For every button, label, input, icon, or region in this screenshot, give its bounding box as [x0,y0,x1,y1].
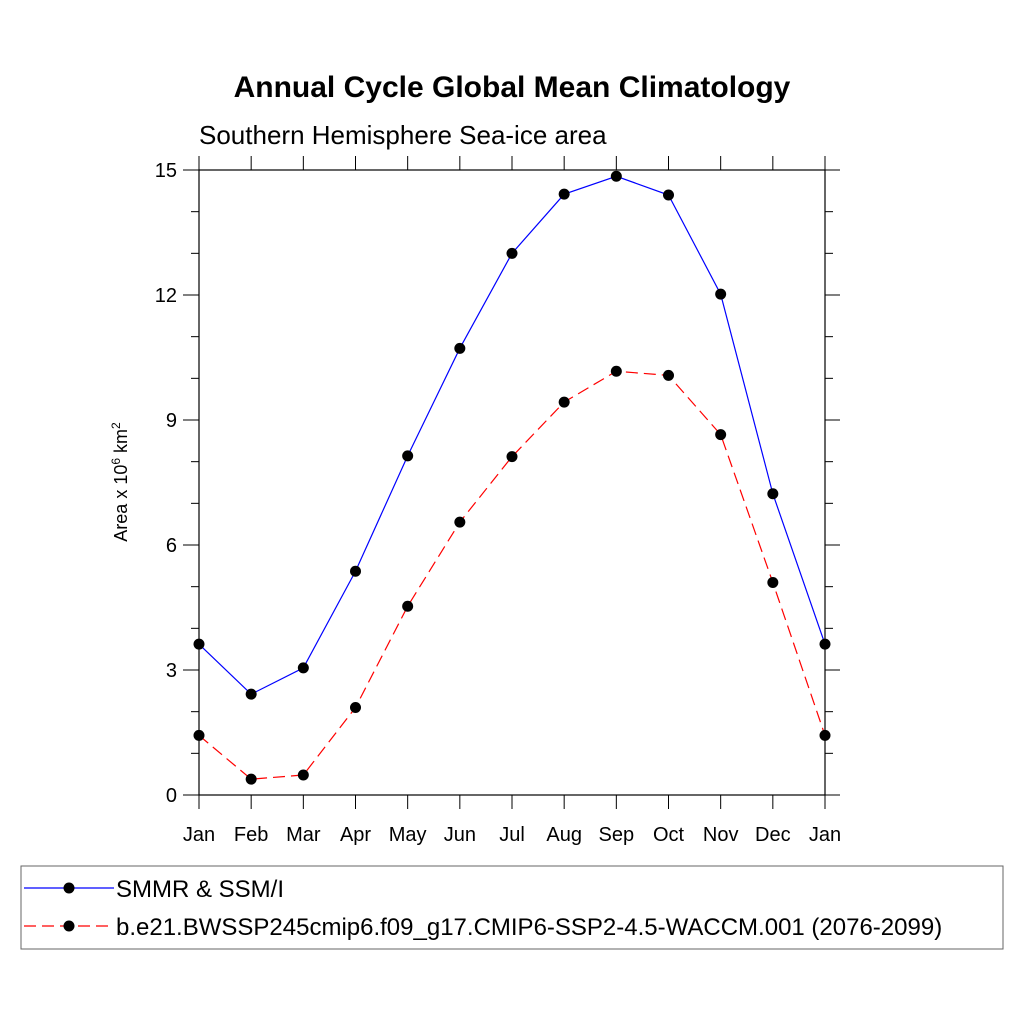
y-axis-tick-labels: 0 3 6 9 12 15 [155,160,177,807]
data-point-1 [767,577,779,588]
data-point-0 [193,638,205,650]
axis-ticks [183,156,840,809]
x-tick-label: Mar [286,824,321,846]
x-tick-label: Jan [809,824,841,846]
data-point-1 [193,729,205,741]
data-point-1 [402,600,414,612]
data-point-1 [454,516,466,528]
x-tick-label: Jun [444,824,476,846]
y-tick-label: 0 [166,785,177,807]
data-point-1 [715,429,727,441]
data-point-0 [610,170,622,182]
legend-marker-smmr [63,882,75,894]
data-point-1 [819,729,831,741]
series-layer [193,170,831,785]
x-tick-label: Apr [340,824,371,846]
x-tick-label: Oct [653,824,685,846]
data-point-1 [350,702,361,713]
data-point-0 [454,342,466,354]
data-point-1 [663,369,674,381]
x-axis-tick-labels: Jan Feb Mar Apr May Jun Jul Aug Sep Oct Nov Dec Jan [183,824,841,846]
y-tick-label: 15 [155,160,177,182]
data-point-0 [663,189,674,201]
data-point-0 [558,188,570,200]
series-line-1 [198,370,826,780]
legend-label-smmr: SMMR & SSM/I [116,876,284,903]
plot-frame [198,169,826,796]
y-axis-label: Area x 106 km2 [109,422,131,542]
legend: SMMR & SSM/I b.e21.BWSSP245cmip6.f09_g17… [20,865,1004,950]
x-tick-label: Jan [183,824,215,846]
x-tick-label: Feb [234,824,268,846]
data-point-0 [297,662,309,674]
y-tick-label: 12 [155,285,177,307]
y-tick-label: 6 [166,535,177,557]
x-tick-label: Sep [599,824,635,846]
data-point-1 [610,365,622,377]
data-point-0 [715,288,727,300]
y-tick-label: 3 [166,660,177,682]
legend-marker-model [63,920,75,932]
x-tick-label: Aug [546,824,582,846]
data-point-0 [350,565,361,577]
x-tick-label: May [389,824,427,846]
data-point-0 [767,488,779,500]
data-point-1 [558,396,570,408]
legend-label-model: b.e21.BWSSP245cmip6.f09_g17.CMIP6-SSP2-4… [116,914,942,941]
y-tick-label: 9 [166,410,177,432]
chart-title: Annual Cycle Global Mean Climatology [234,71,791,104]
data-point-0 [506,247,518,259]
data-point-1 [245,773,257,785]
data-point-0 [819,638,831,650]
legend-box [20,865,1004,950]
data-point-0 [402,450,414,462]
data-point-0 [245,688,257,700]
data-point-1 [297,769,309,781]
chart-subtitle: Southern Hemisphere Sea-ice area [199,120,607,150]
x-tick-label: Dec [755,824,791,846]
x-tick-label: Jul [499,824,525,846]
data-point-1 [506,451,518,463]
x-tick-label: Nov [703,824,739,846]
